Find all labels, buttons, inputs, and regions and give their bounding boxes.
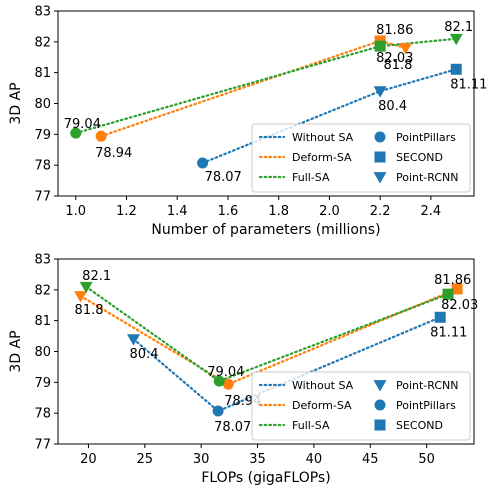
data-label: 81.11 xyxy=(430,325,467,340)
series-line-0 xyxy=(132,316,442,413)
series-line-1 xyxy=(79,287,459,386)
data-label: 80.4 xyxy=(130,347,159,362)
legend-marker-circle xyxy=(374,399,386,411)
data-label: 81.8 xyxy=(384,58,413,73)
legend-series-label: Without SA xyxy=(292,379,354,392)
series-line-0 xyxy=(201,68,458,165)
legend: Without SA Deform-SA Full-SA Point-RCNN Poin… xyxy=(251,371,471,441)
data-label: 82.03 xyxy=(441,298,478,313)
series-line-1 xyxy=(100,39,407,138)
y-tick-label: 81 xyxy=(34,314,51,329)
legend: Without SA Deform-SA Full-SA PointPillars SE… xyxy=(251,123,471,193)
data-point xyxy=(197,157,209,169)
data-label: 82.03 xyxy=(376,51,413,66)
legend-series-label: Deform-SA xyxy=(292,399,352,412)
x-tick-label: 2.4 xyxy=(421,204,442,219)
legend-box xyxy=(251,123,471,193)
data-label: 79.04 xyxy=(207,365,244,380)
y-tick-label: 80 xyxy=(34,97,51,112)
data-label: 81.86 xyxy=(376,23,413,38)
data-label: 81.11 xyxy=(450,77,487,92)
legend-marker-label: SECOND xyxy=(396,419,443,432)
x-tick-label: 1.6 xyxy=(218,204,239,219)
data-point xyxy=(374,40,386,52)
y-tick-label: 79 xyxy=(34,376,51,391)
legend-marker-label: SECOND xyxy=(396,151,443,164)
series-line-2 xyxy=(85,285,450,383)
y-tick-label: 83 xyxy=(34,5,51,20)
x-axis-label: Number of parameters (millions) xyxy=(151,222,380,238)
data-label: 81.8 xyxy=(75,303,104,318)
data-label: 82.1 xyxy=(444,20,473,35)
data-point xyxy=(450,63,462,75)
y-tick-label: 83 xyxy=(34,253,51,268)
data-point xyxy=(95,130,107,142)
legend-marker-circle xyxy=(374,131,386,143)
data-label: 78.07 xyxy=(214,420,251,435)
data-point xyxy=(70,127,82,139)
data-point xyxy=(213,375,225,387)
x-tick-label: 2.2 xyxy=(370,204,391,219)
x-tick-label: 1.0 xyxy=(65,204,86,219)
chart-flops: 80.478.0781.1181.878.9482.0382.179.0481.… xyxy=(8,253,478,487)
legend-marker-triangle xyxy=(373,172,387,184)
data-label: 80.4 xyxy=(378,99,407,114)
x-tick-label: 1.4 xyxy=(167,204,188,219)
data-label: 78.07 xyxy=(205,170,242,185)
y-axis-label: 3D AP xyxy=(8,82,24,124)
legend-marker-triangle xyxy=(373,380,387,392)
legend-series-label: Deform-SA xyxy=(292,151,352,164)
y-tick-label: 78 xyxy=(34,407,51,422)
legend-marker-label: PointPillars xyxy=(396,399,456,412)
legend-marker-square xyxy=(374,419,386,431)
x-tick-label: 25 xyxy=(137,452,154,467)
data-point xyxy=(373,86,387,98)
data-label: 81.86 xyxy=(434,273,471,288)
legend-box xyxy=(251,371,471,441)
data-point xyxy=(451,283,463,295)
y-tick-label: 78 xyxy=(34,159,51,174)
y-tick-label: 77 xyxy=(34,438,51,453)
data-point xyxy=(442,288,454,300)
y-tick-label: 77 xyxy=(34,190,51,205)
x-tick-label: 2.0 xyxy=(319,204,340,219)
y-tick-label: 79 xyxy=(34,128,51,143)
data-point xyxy=(74,291,88,303)
legend-series-label: Full-SA xyxy=(292,419,330,432)
x-axis-label: FLOPs (gigaFLOPs) xyxy=(201,470,330,486)
x-tick-label: 1.8 xyxy=(268,204,289,219)
y-tick-label: 80 xyxy=(34,345,51,360)
y-tick-label: 82 xyxy=(34,283,51,298)
data-label: 78.94 xyxy=(95,146,132,161)
legend-marker-label: Point-RCNN xyxy=(396,171,459,184)
x-tick-label: 40 xyxy=(306,452,323,467)
x-tick-label: 35 xyxy=(249,452,266,467)
legend-series-label: Full-SA xyxy=(292,171,330,184)
legend-marker-label: Point-RCNN xyxy=(396,379,459,392)
x-tick-label: 20 xyxy=(80,452,97,467)
legend-marker-square xyxy=(374,151,386,163)
y-axis-label: 3D AP xyxy=(8,330,24,372)
data-point xyxy=(212,405,224,417)
data-point xyxy=(79,281,93,294)
data-point xyxy=(434,311,446,323)
data-point xyxy=(399,43,413,55)
data-point xyxy=(449,33,463,46)
legend-series-label: Without SA xyxy=(292,131,354,144)
x-tick-label: 30 xyxy=(193,452,210,467)
data-point xyxy=(127,334,141,346)
y-tick-label: 82 xyxy=(34,35,51,50)
y-tick-label: 81 xyxy=(34,66,51,81)
data-label: 79.04 xyxy=(64,117,101,132)
data-point xyxy=(222,378,234,390)
x-tick-label: 45 xyxy=(362,452,379,467)
x-tick-label: 50 xyxy=(418,452,435,467)
x-tick-label: 1.2 xyxy=(116,204,137,219)
legend-marker-label: PointPillars xyxy=(396,131,456,144)
data-label: 82.1 xyxy=(82,269,111,284)
